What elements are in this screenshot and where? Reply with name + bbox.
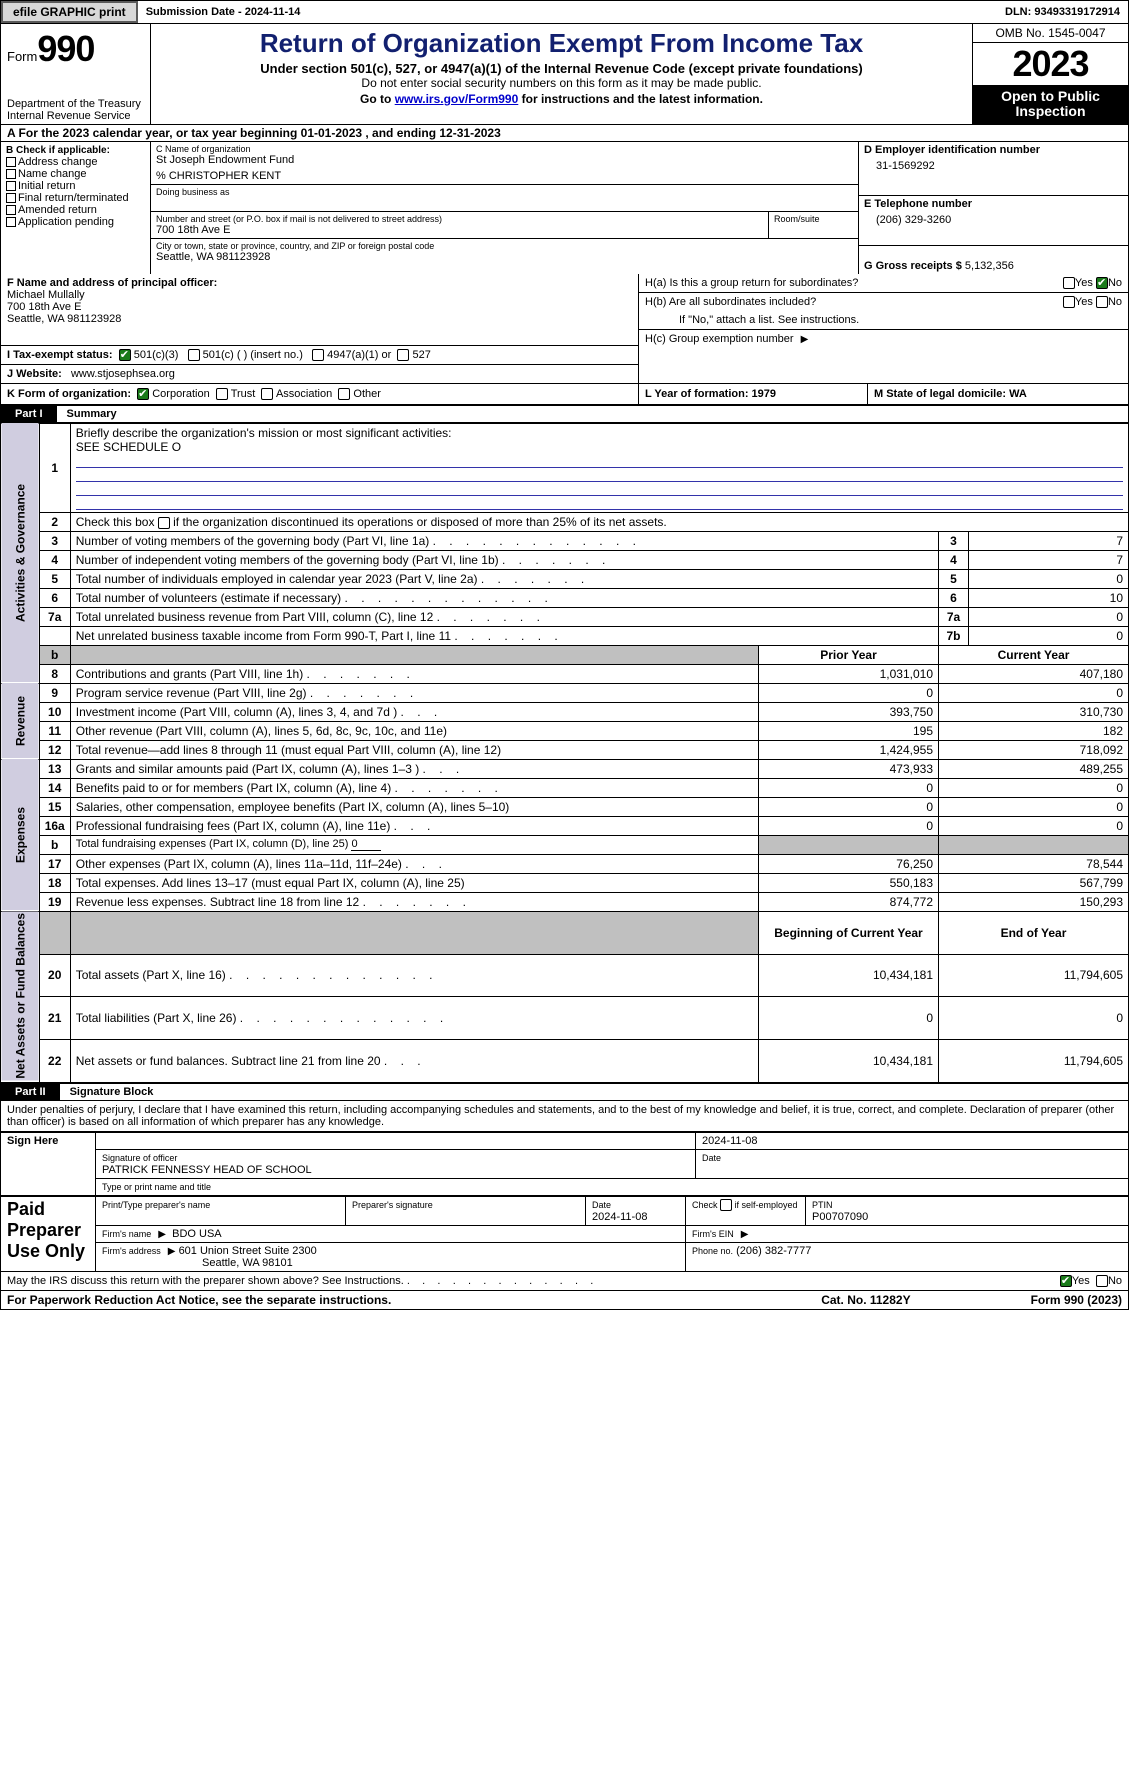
vlabel-revenue: Revenue	[1, 683, 40, 759]
firm-phone: (206) 382-7777	[736, 1245, 811, 1257]
perjury-statement: Under penalties of perjury, I declare th…	[0, 1101, 1129, 1132]
checkbox-assoc[interactable]	[261, 388, 273, 400]
gross-receipts: 5,132,356	[965, 260, 1014, 272]
state-domicile: M State of legal domicile: WA	[868, 384, 1128, 404]
officer-signature-name: PATRICK FENNESSY HEAD OF SCHOOL	[102, 1164, 312, 1176]
subtitle-goto: Go to www.irs.gov/Form990 for instructio…	[159, 92, 964, 106]
checkbox-hb-yes[interactable]	[1063, 296, 1075, 308]
checkbox-self-employed[interactable]	[720, 1199, 732, 1211]
dln-number: DLN: 93493319172914	[997, 4, 1128, 20]
box-deg: D Employer identification number 31-1569…	[858, 142, 1128, 274]
paid-preparer-label: Paid Preparer Use Only	[1, 1196, 96, 1271]
form-header: Form990 Department of the Treasury Inter…	[0, 24, 1129, 125]
officer-name: Michael Mullally	[7, 289, 85, 301]
year-formation: L Year of formation: 1979	[638, 384, 868, 404]
room-suite: Room/suite	[768, 212, 858, 238]
checkbox-discuss-yes[interactable]	[1060, 1275, 1072, 1287]
checkbox-ha-no[interactable]	[1096, 277, 1108, 289]
mission-text: SEE SCHEDULE O	[76, 440, 181, 454]
signature-table: Sign Here 2024-11-08 Signature of office…	[0, 1132, 1129, 1196]
entity-block: B Check if applicable: Address change Na…	[0, 142, 1129, 274]
subtitle-section: Under section 501(c), 527, or 4947(a)(1)…	[159, 61, 964, 76]
checkbox-ha-yes[interactable]	[1063, 277, 1075, 289]
vlabel-activities: Activities & Governance	[1, 423, 40, 683]
ein: 31-1569292	[864, 156, 1123, 172]
section-f-h-i-j: F Name and address of principal officer:…	[0, 274, 1129, 384]
checkbox-discuss-no[interactable]	[1096, 1275, 1108, 1287]
checkbox-other[interactable]	[338, 388, 350, 400]
preparer-table: Paid Preparer Use Only Print/Type prepar…	[0, 1196, 1129, 1272]
street-address: 700 18th Ave E	[156, 224, 763, 236]
section-k-l-m: K Form of organization: Corporation Trus…	[0, 384, 1129, 405]
tax-year: 2023	[973, 43, 1128, 85]
part2-header: Part II Signature Block	[0, 1083, 1129, 1101]
checkbox-corp[interactable]	[137, 388, 149, 400]
ptin: P00707090	[812, 1211, 868, 1223]
box-b: B Check if applicable: Address change Na…	[1, 142, 151, 274]
checkbox-501c[interactable]	[188, 349, 200, 361]
telephone: (206) 329-3260	[864, 210, 1123, 226]
fundraising-total: 0	[351, 838, 381, 851]
form-number-footer: Form 990 (2023)	[1031, 1293, 1122, 1307]
firm-name: BDO USA	[172, 1228, 222, 1240]
irs-link[interactable]: www.irs.gov/Form990	[395, 92, 519, 106]
top-bar: efile GRAPHIC print Submission Date - 20…	[0, 0, 1129, 24]
vlabel-expenses: Expenses	[1, 759, 40, 911]
part1-header: Part I Summary	[0, 405, 1129, 423]
omb-number: OMB No. 1545-0047	[973, 24, 1128, 43]
checkbox-527[interactable]	[397, 349, 409, 361]
cat-no: Cat. No. 11282Y	[821, 1293, 910, 1307]
website: www.stjosephsea.org	[71, 368, 175, 380]
subtitle-ssn: Do not enter social security numbers on …	[159, 76, 964, 90]
form-title: Return of Organization Exempt From Incom…	[159, 28, 964, 59]
city-state-zip: Seattle, WA 981123928	[156, 251, 853, 263]
submission-date: Submission Date - 2024-11-14	[138, 4, 309, 20]
efile-print-button[interactable]: efile GRAPHIC print	[1, 1, 138, 23]
summary-table: Activities & Governance 1 Briefly descri…	[0, 423, 1129, 1083]
checkbox-4947[interactable]	[312, 349, 324, 361]
vlabel-netassets: Net Assets or Fund Balances	[1, 911, 40, 1082]
dept-treasury: Department of the Treasury Internal Reve…	[7, 98, 144, 122]
checkbox-trust[interactable]	[216, 388, 228, 400]
open-to-public: Open to Public Inspection	[973, 85, 1128, 124]
form-number: Form990	[7, 28, 144, 70]
box-c: C Name of organization St Joseph Endowme…	[151, 142, 858, 274]
checkbox-501c3[interactable]	[119, 349, 131, 361]
checkbox-discontinued[interactable]	[158, 517, 170, 529]
org-name: St Joseph Endowment Fund	[156, 154, 853, 166]
page-footer: For Paperwork Reduction Act Notice, see …	[0, 1291, 1129, 1310]
checkbox-hb-no[interactable]	[1096, 296, 1108, 308]
discuss-row: May the IRS discuss this return with the…	[0, 1272, 1129, 1291]
sign-here-label: Sign Here	[1, 1132, 96, 1195]
care-of: % CHRISTOPHER KENT	[156, 170, 853, 182]
tax-year-range: A For the 2023 calendar year, or tax yea…	[0, 125, 1129, 142]
